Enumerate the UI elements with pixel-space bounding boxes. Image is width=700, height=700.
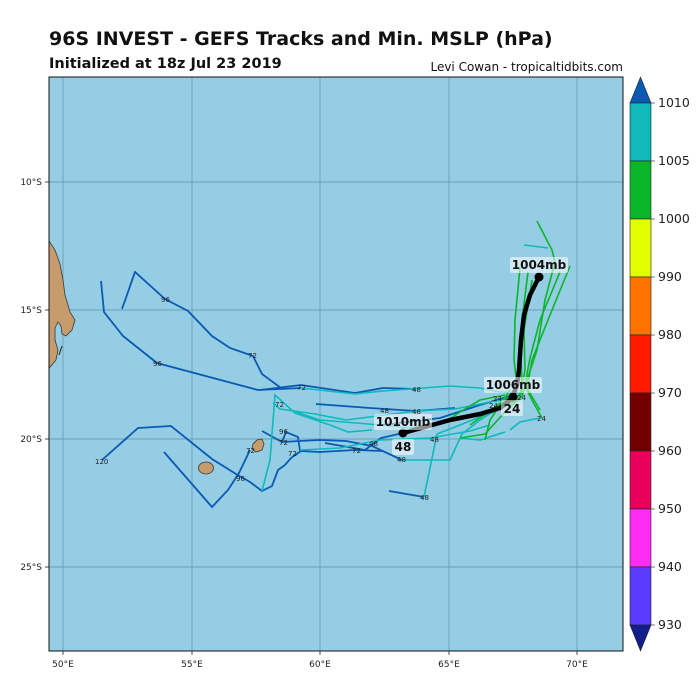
lat-axis-labels: 10°S 15°S 20°S 25°S xyxy=(20,178,42,573)
svg-text:96: 96 xyxy=(279,428,288,436)
mean-track-labels: 1004mb 1006mb 24 1010mb 48 xyxy=(374,257,568,455)
mean-track-point-0h xyxy=(534,272,544,282)
svg-text:50°E: 50°E xyxy=(52,660,74,670)
svg-text:72: 72 xyxy=(246,447,255,455)
svg-text:930: 930 xyxy=(658,617,682,632)
svg-text:72: 72 xyxy=(288,450,297,458)
svg-text:65°E: 65°E xyxy=(438,660,460,670)
label-1006mb: 1006mb xyxy=(486,378,541,392)
colorbar xyxy=(629,76,655,652)
svg-text:1000: 1000 xyxy=(658,211,690,226)
svg-text:940: 940 xyxy=(658,559,682,574)
svg-text:72: 72 xyxy=(297,384,306,392)
mean-track-point-24h xyxy=(508,392,518,402)
svg-text:96: 96 xyxy=(236,475,245,483)
svg-text:48: 48 xyxy=(412,386,421,394)
svg-text:72: 72 xyxy=(275,401,284,409)
chart-title: 96S INVEST - GEFS Tracks and Min. MSLP (… xyxy=(49,28,553,50)
svg-text:960: 960 xyxy=(658,443,682,458)
ocean xyxy=(49,77,623,651)
svg-text:10°S: 10°S xyxy=(20,178,42,188)
svg-text:96: 96 xyxy=(153,360,162,368)
mauritius-land xyxy=(251,438,265,453)
svg-text:24: 24 xyxy=(489,402,498,410)
svg-text:72: 72 xyxy=(279,439,288,447)
svg-text:24: 24 xyxy=(493,395,502,403)
axis-ticks xyxy=(45,181,578,655)
colorbar-labels: 1010 1005 1000 990 980 970 960 950 940 9… xyxy=(658,95,690,632)
svg-text:120: 120 xyxy=(95,458,108,466)
svg-text:980: 980 xyxy=(658,327,682,342)
label-24h: 24 xyxy=(504,402,521,416)
svg-text:48: 48 xyxy=(369,440,378,448)
label-48h: 48 xyxy=(395,440,412,454)
svg-text:48: 48 xyxy=(397,456,406,464)
map-frame xyxy=(48,76,624,652)
label-1004mb: 1004mb xyxy=(512,258,567,272)
label-1010mb: 1010mb xyxy=(376,415,431,429)
svg-text:72: 72 xyxy=(352,447,361,455)
svg-text:20°S: 20°S xyxy=(20,435,42,445)
svg-text:70°E: 70°E xyxy=(566,660,588,670)
svg-text:48: 48 xyxy=(412,408,421,416)
svg-text:48: 48 xyxy=(420,494,429,502)
svg-text:990: 990 xyxy=(658,269,682,284)
svg-text:48: 48 xyxy=(430,436,439,444)
islet xyxy=(58,345,63,356)
svg-text:1005: 1005 xyxy=(658,153,690,168)
reunion-land xyxy=(198,461,214,475)
forecast-hour-labels: 96 96 72 72 72 96 72 72 72 96 120 72 48 … xyxy=(95,296,546,502)
svg-text:970: 970 xyxy=(658,385,682,400)
init-time: Initialized at 18z Jul 23 2019 xyxy=(49,56,282,72)
svg-text:72: 72 xyxy=(248,352,257,360)
mean-track-point-48h xyxy=(398,428,408,438)
svg-text:96: 96 xyxy=(161,296,170,304)
svg-text:1010: 1010 xyxy=(658,95,690,110)
svg-text:24: 24 xyxy=(517,394,526,402)
svg-text:15°S: 15°S xyxy=(20,306,42,316)
svg-text:55°E: 55°E xyxy=(181,660,203,670)
madagascar-land xyxy=(49,240,76,369)
svg-text:48: 48 xyxy=(380,407,389,415)
gridlines xyxy=(49,77,623,651)
svg-text:60°E: 60°E xyxy=(309,660,331,670)
svg-text:950: 950 xyxy=(658,501,682,516)
svg-text:24: 24 xyxy=(537,415,546,423)
credit: Levi Cowan - tropicaltidbits.com xyxy=(430,60,623,74)
svg-text:25°S: 25°S xyxy=(20,563,42,573)
lon-axis-labels: 50°E 55°E 60°E 65°E 70°E xyxy=(52,660,588,670)
